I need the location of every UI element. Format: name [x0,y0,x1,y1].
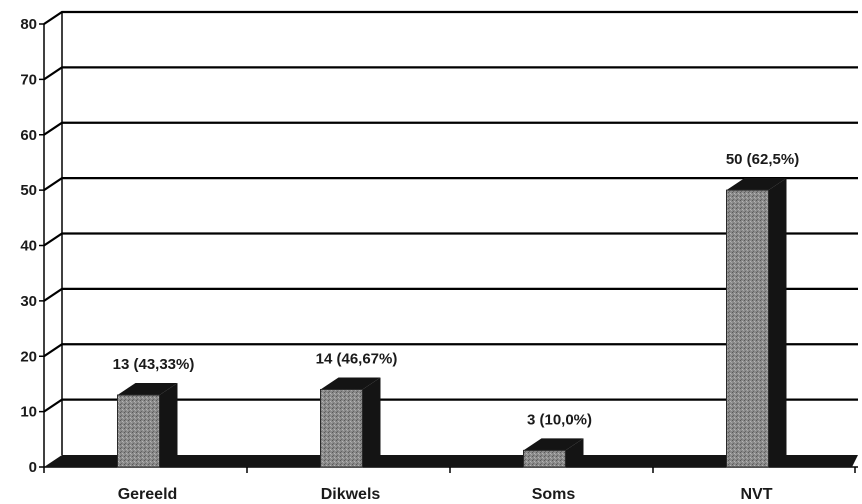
bar-soms [523,438,584,468]
y-tick-label: 50 [20,182,37,199]
bar-front [726,189,769,468]
labels: 0 10 20 30 40 50 60 70 80 13 (43,33%) Gereeld 14 (4… [20,16,799,503]
bar-side [768,178,787,467]
x-category-label: Dikwels [321,486,381,503]
bar-front [320,388,363,468]
bars [117,178,787,468]
y-tick-label: 20 [20,348,37,365]
chart-floor [44,455,858,467]
x-category-label: Gereeld [118,486,178,503]
bar-top [523,438,584,451]
data-label: 13 (43,33%) [113,356,195,373]
bar-gereeld [117,383,178,468]
y-tick-label: 60 [20,127,37,144]
data-label: 50 (62,5%) [726,151,799,168]
gridline [43,10,858,25]
bar-side [159,383,178,467]
bar-side [565,438,584,467]
bar-dikwels [320,377,381,468]
data-label: 3 (10,0%) [527,411,592,428]
y-tick-label: 80 [20,16,37,33]
y-tick-label: 70 [20,71,37,88]
bar-front [523,449,566,468]
x-category-label: Soms [532,486,576,503]
bar-side [362,377,381,467]
data-label: 14 (46,67%) [316,350,398,367]
bar-top [320,377,381,390]
gridline [43,121,858,136]
y-tick-label: 10 [20,404,37,421]
bar-top [726,178,787,191]
y-tick-label: 40 [20,238,37,255]
y-tick-label: 30 [20,293,37,310]
gridline [43,66,858,81]
bar-top [117,383,178,396]
bar-front [117,394,160,468]
y-tick-label: 0 [29,459,37,476]
bar-nvt [726,178,787,468]
x-category-label: NVT [741,486,773,503]
floor-slab [44,455,858,467]
